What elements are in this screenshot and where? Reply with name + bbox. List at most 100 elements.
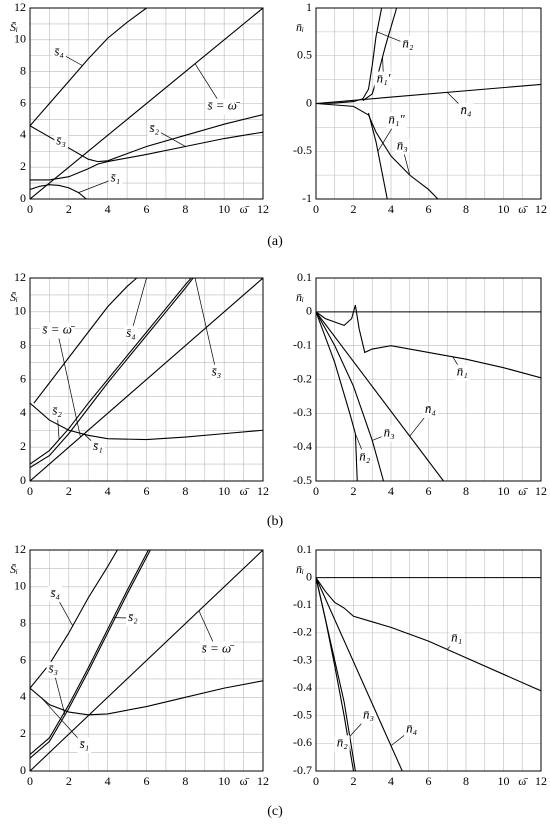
curve-label: n̄₄: [406, 721, 418, 736]
x-tick-label: 10: [498, 484, 510, 498]
curve-label: n̄₄: [460, 102, 472, 117]
y-tick-label: 0.5: [297, 48, 312, 62]
curve-label: n̄₁: [451, 629, 462, 644]
plot: 0 2 4 6 8 10 12 0 2 4 6 8 10 12 ω̄ S̄ᵢ s̄₄ s̄₂ s̄₃ s̄ = ω̄ s…: [10, 542, 269, 788]
curve: [30, 550, 118, 689]
y-tick-label: 6: [20, 652, 26, 666]
label-bg: [381, 425, 397, 442]
x-tick-label: 10: [218, 774, 230, 788]
x-tick-label: 4: [388, 202, 394, 216]
curve-label: s̄₃: [49, 661, 59, 676]
curve: [30, 550, 263, 771]
panel-label: (b): [267, 514, 284, 529]
curve: [30, 8, 263, 199]
x-axis-label: ω̄: [518, 202, 528, 216]
x-tick-label: 8: [463, 202, 469, 216]
x-tick-label: 0: [313, 774, 319, 788]
x-tick-label: 8: [182, 774, 188, 788]
y-tick-label: 12: [14, 542, 26, 556]
plot-frame: [29, 549, 264, 772]
label-bg: [108, 170, 123, 187]
x-tick-label: 8: [463, 484, 469, 498]
curve: [316, 304, 541, 379]
curve-label: n̄₂: [359, 448, 371, 463]
y-axis-label: n̄ᵢ: [296, 20, 304, 34]
y-tick-label: -0.2: [293, 625, 312, 639]
label-bg: [147, 120, 162, 137]
y-axis-label: S̄ᵢ: [10, 562, 18, 576]
x-tick-label: 12: [535, 202, 547, 216]
x-tick-label: 2: [351, 484, 357, 498]
curve: [30, 278, 192, 465]
y-tick-label: -1: [302, 191, 312, 205]
plot: 0 2 4 6 8 10 12 0 2 4 6 8 10 12 ω̄ S̄ᵢ s̄ = ω̄ s̄₄ s̄₂ s̄₃ s…: [10, 270, 269, 498]
curve-label: s̄ = ω̄: [207, 98, 241, 113]
y-tick-label: 6: [20, 95, 26, 109]
y-axis-label: n̄ᵢ: [296, 290, 304, 304]
x-tick-label: 4: [105, 774, 111, 788]
y-tick-label: -0.5: [293, 708, 312, 722]
x-tick-label: 6: [426, 202, 432, 216]
label-bg: [458, 103, 474, 120]
label-bg: [386, 112, 407, 129]
y-tick-label: 2: [20, 726, 26, 740]
curve-label: s̄₂: [149, 120, 159, 135]
x-tick-label: 12: [257, 484, 269, 498]
curve: [316, 102, 439, 199]
panel-label: (c): [267, 804, 283, 819]
label-bg: [374, 71, 393, 88]
y-tick-label: 10: [14, 304, 26, 318]
curve-label: n̄₄: [425, 401, 437, 416]
plot: 0 2 4 6 8 10 12 0.1 0 -0.1 -0.2 -0.3 -0.4 -0.5 ω̄ n̄ᵢ n̄…: [293, 270, 547, 498]
curve-label: n̄₃: [397, 137, 408, 152]
leader-line: [41, 697, 85, 746]
y-axis-label: S̄ᵢ: [10, 290, 18, 304]
x-axis-label: ω̄: [518, 484, 528, 498]
curve: [33, 278, 138, 404]
y-tick-label: 4: [20, 689, 26, 703]
curve: [316, 577, 541, 692]
x-tick-label: 2: [351, 774, 357, 788]
y-tick-label: -0.4: [293, 680, 312, 694]
y-tick-label: -0.5: [293, 143, 312, 157]
y-tick-label: -0.6: [293, 735, 312, 749]
x-tick-label: 12: [257, 202, 269, 216]
y-tick-label: -0.4: [293, 439, 312, 453]
x-tick-label: 12: [535, 484, 547, 498]
curve: [316, 311, 358, 481]
x-tick-label: 6: [144, 202, 150, 216]
label-bg: [422, 401, 438, 418]
curve-label: s̄₁: [111, 169, 121, 184]
x-tick-label: 8: [182, 484, 188, 498]
y-tick-label: 0: [20, 473, 26, 487]
curve-label: n̄₃: [363, 707, 374, 722]
x-tick-label: 0: [313, 484, 319, 498]
curve-label: n̄₁′: [377, 71, 391, 86]
curve-label: n̄₃: [384, 425, 395, 440]
x-tick-label: 2: [66, 774, 72, 788]
curve: [316, 311, 385, 481]
curve: [367, 112, 388, 199]
curve: [30, 680, 263, 716]
label-bg: [454, 364, 470, 381]
curve-label: n̄₂: [337, 734, 349, 749]
y-tick-label: 12: [14, 0, 26, 14]
curve-label: s̄₂: [52, 403, 62, 418]
x-tick-label: 0: [27, 202, 33, 216]
x-tick-label: 10: [498, 202, 510, 216]
y-axis-label: n̄ᵢ: [296, 562, 304, 576]
label-bg: [91, 439, 105, 456]
x-tick-label: 8: [182, 202, 188, 216]
y-tick-label: 0: [20, 763, 26, 777]
curve: [30, 550, 149, 755]
y-tick-label: 10: [14, 579, 26, 593]
x-tick-label: 4: [105, 202, 111, 216]
label-bg: [50, 403, 64, 420]
x-tick-label: 6: [144, 484, 150, 498]
x-tick-label: 2: [351, 202, 357, 216]
curve-label: s̄ = ω̄: [42, 321, 76, 336]
curve-label: s̄₂: [128, 609, 138, 624]
y-tick-label: 0.1: [297, 270, 312, 284]
